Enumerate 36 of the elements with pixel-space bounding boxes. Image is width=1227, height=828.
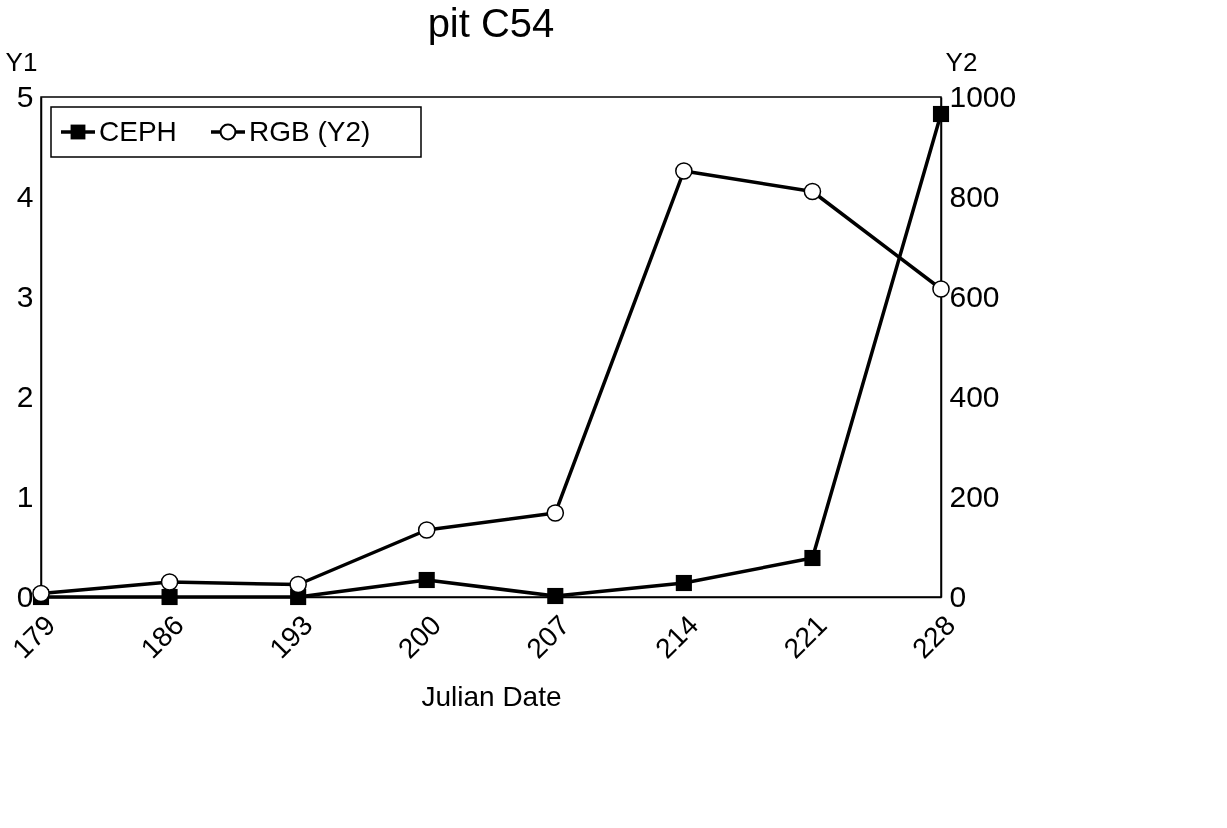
legend-label: CEPH bbox=[99, 116, 177, 147]
point bbox=[32, 584, 50, 603]
y-tick-label: 3 bbox=[16, 279, 34, 313]
x-tick-label: 200 bbox=[392, 609, 448, 665]
y-axis-title: Y1 bbox=[5, 46, 38, 77]
x-axis-title: Julian Date bbox=[421, 681, 562, 713]
point bbox=[161, 588, 178, 606]
y2-tick-label: 200 bbox=[949, 479, 1000, 513]
y-tick-label: 1 bbox=[16, 479, 34, 513]
y-tick-label: 4 bbox=[16, 179, 34, 213]
chart-title: pit C54 bbox=[427, 1, 555, 45]
point bbox=[675, 162, 693, 180]
point bbox=[932, 280, 950, 298]
point bbox=[804, 549, 821, 567]
point bbox=[417, 521, 436, 539]
y2-axis-title: Y2 bbox=[945, 46, 978, 77]
point bbox=[546, 504, 565, 522]
y-tick-label: 2 bbox=[16, 379, 34, 413]
point bbox=[932, 105, 950, 123]
point bbox=[160, 573, 179, 591]
x-tick-label: 193 bbox=[263, 609, 319, 665]
x-tick-label: 214 bbox=[649, 609, 705, 665]
y2-tick-label: 600 bbox=[949, 279, 1000, 313]
y2-tick-label: 1000 bbox=[949, 79, 1017, 113]
y-tick-label: 5 bbox=[16, 79, 34, 113]
point bbox=[547, 587, 564, 605]
x-tick-label: 207 bbox=[520, 609, 576, 665]
point bbox=[418, 571, 435, 589]
x-tick-label: 186 bbox=[134, 609, 190, 665]
y2-tick-label: 800 bbox=[949, 179, 1000, 213]
legend-label: RGB (Y2) bbox=[249, 116, 371, 147]
point bbox=[675, 574, 692, 592]
x-tick-label: 221 bbox=[777, 609, 833, 665]
point bbox=[289, 575, 307, 594]
y2-tick-label: 400 bbox=[949, 379, 1000, 413]
point bbox=[803, 182, 822, 201]
